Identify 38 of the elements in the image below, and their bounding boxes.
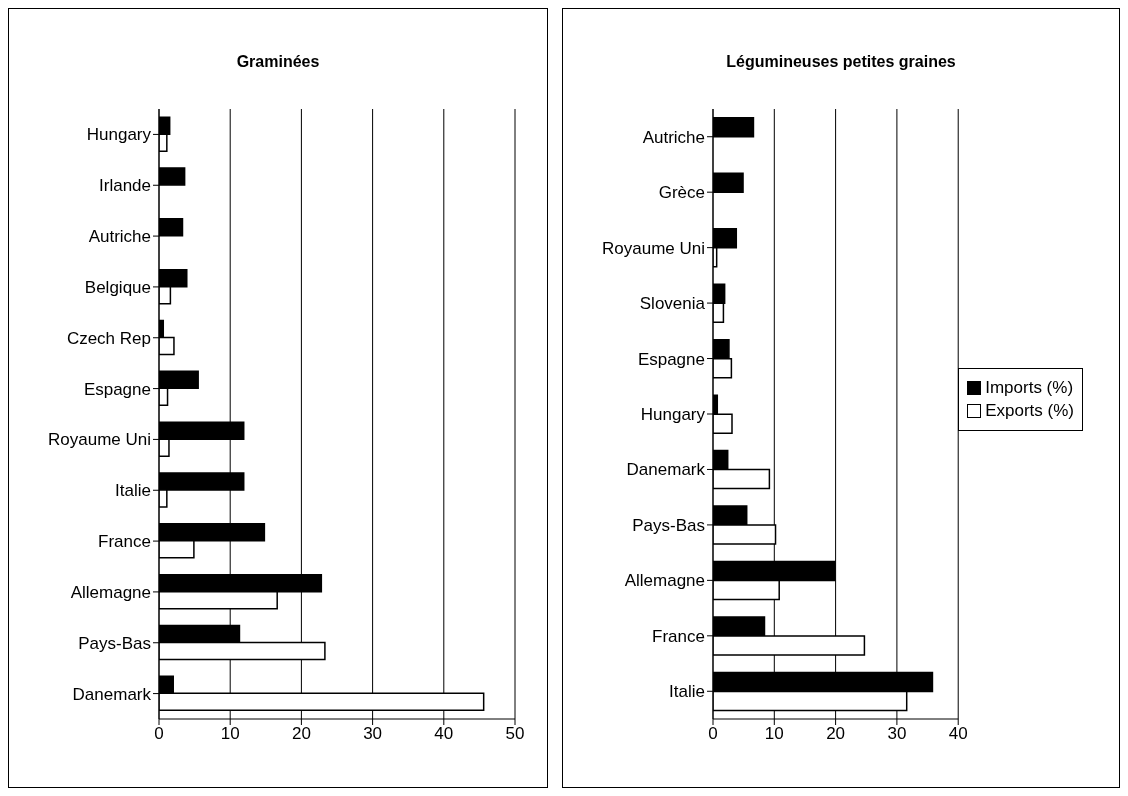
y-tick-label: Irlande <box>99 176 151 196</box>
y-tick-label: Danemark <box>626 460 706 480</box>
y-tick-label: Espagne <box>83 379 151 399</box>
x-tick-label: 10 <box>220 724 240 744</box>
x-tick-label: 40 <box>434 724 454 744</box>
y-tick-label: Autriche <box>642 127 705 147</box>
chart-title: Graminées <box>235 53 321 71</box>
x-tick-label: 40 <box>948 724 968 744</box>
y-tick-label: Allemagne <box>624 571 705 591</box>
y-tick-label: Grèce <box>658 183 705 203</box>
y-tick-label: Royaume Uni <box>602 238 705 258</box>
y-tick-label: Espagne <box>637 349 705 369</box>
x-tick-label: 20 <box>291 724 311 744</box>
chart-title: Légumineuses petites graines <box>725 53 957 71</box>
y-tick-label: Italie <box>669 682 705 702</box>
x-tick-label: 30 <box>887 724 907 744</box>
x-tick-label: 0 <box>708 724 718 744</box>
legend-label: Imports (%) <box>985 377 1074 398</box>
x-tick-label: 0 <box>154 724 164 744</box>
y-tick-label: Danemark <box>72 684 152 704</box>
y-tick-label: Czech Rep <box>66 328 151 348</box>
y-tick-label: Hungary <box>86 125 152 145</box>
y-tick-label: Slovenia <box>639 294 706 314</box>
y-tick-label: France <box>98 532 151 552</box>
y-tick-label: France <box>652 626 705 646</box>
y-tick-label: Royaume Uni <box>48 430 151 450</box>
x-tick-label: 50 <box>505 724 525 744</box>
y-tick-label: Allemagne <box>70 582 151 602</box>
y-tick-label: Belgique <box>84 277 151 297</box>
x-tick-label: 20 <box>826 724 846 744</box>
y-tick-label: Pays-Bas <box>632 515 705 535</box>
x-tick-label: 10 <box>764 724 784 744</box>
y-tick-label: Autriche <box>88 227 151 247</box>
y-tick-label: Pays-Bas <box>78 633 151 653</box>
y-tick-label: Hungary <box>640 405 706 425</box>
legend-label: Exports (%) <box>985 400 1074 421</box>
y-tick-label: Italie <box>115 481 151 501</box>
x-tick-label: 30 <box>363 724 383 744</box>
